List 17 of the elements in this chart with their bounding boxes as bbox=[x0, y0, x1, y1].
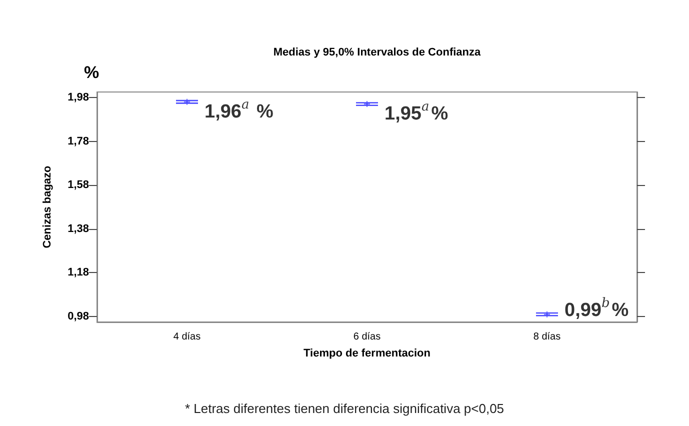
point bbox=[544, 310, 550, 318]
y-tick-label: 1,18 bbox=[68, 266, 89, 279]
text: % bbox=[84, 63, 100, 82]
x-tick-label: 4 días bbox=[173, 332, 201, 342]
y-tick-label: 1,58 bbox=[68, 179, 89, 192]
point bbox=[184, 98, 190, 106]
y-axis-title: Cenizas bagazo bbox=[42, 165, 54, 248]
y-tick-label: 0,98 bbox=[68, 310, 89, 323]
y-tick-label: 1,98 bbox=[68, 91, 89, 104]
x-tick-label: 6 días bbox=[353, 332, 381, 342]
text: * Letras diferentes tienen diferencia significativa p<0,05 bbox=[184, 401, 504, 416]
point bbox=[364, 100, 370, 108]
chart-title: Medias y 95,0% Intervalos de Confianza bbox=[273, 46, 482, 58]
x-axis-title: Tiempo de fermentacion bbox=[304, 348, 431, 360]
y-tick-label: 1,38 bbox=[68, 222, 89, 235]
x-tick-label: 8 días bbox=[533, 332, 561, 342]
y-tick-label: 1,78 bbox=[68, 135, 89, 148]
